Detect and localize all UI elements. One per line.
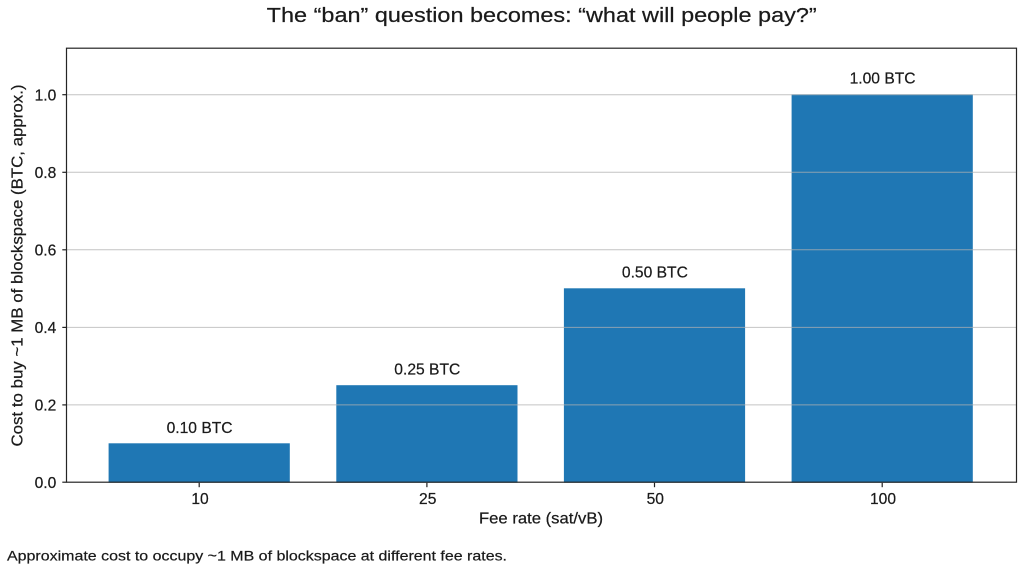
svg-text:50: 50 [647,491,665,508]
svg-text:0.10 BTC: 0.10 BTC [167,420,233,437]
svg-text:0.4: 0.4 [35,320,57,337]
svg-text:The “ban” question becomes: “w: The “ban” question becomes: “what will p… [267,4,817,27]
svg-text:Approximate cost to occupy ~1: Approximate cost to occupy ~1 MB of bloc… [7,548,507,564]
svg-text:0.8: 0.8 [35,165,57,182]
svg-text:10: 10 [191,491,209,508]
svg-text:100: 100 [870,491,896,508]
svg-text:Fee rate (sat/vB): Fee rate (sat/vB) [479,510,603,527]
svg-text:25: 25 [419,491,437,508]
svg-text:Cost to buy ~1 MB of blockspac: Cost to buy ~1 MB of blockspace (BTC, ap… [10,84,27,446]
svg-text:0.0: 0.0 [35,475,57,492]
svg-text:0.25 BTC: 0.25 BTC [394,362,460,379]
svg-text:0.50 BTC: 0.50 BTC [622,265,688,282]
svg-text:0.6: 0.6 [35,243,57,260]
svg-text:1.00 BTC: 1.00 BTC [850,71,916,88]
svg-text:1.0: 1.0 [35,87,57,104]
svg-text:0.2: 0.2 [35,398,57,415]
